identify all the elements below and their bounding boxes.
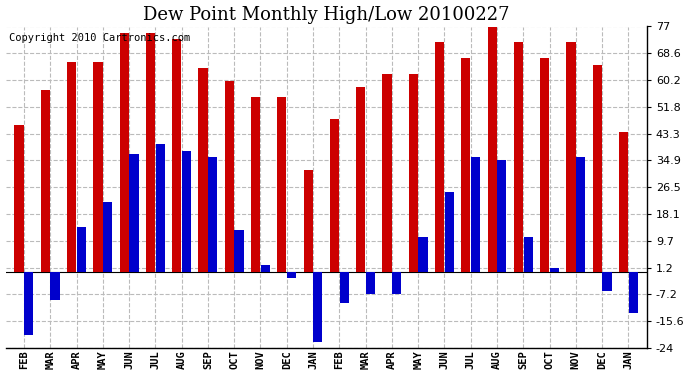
Title: Dew Point Monthly High/Low 20100227: Dew Point Monthly High/Low 20100227 — [143, 6, 509, 24]
Bar — [366, 272, 375, 294]
Bar — [41, 90, 50, 272]
Bar — [208, 157, 217, 272]
Bar — [119, 33, 129, 272]
Bar — [103, 201, 112, 272]
Bar — [277, 96, 286, 272]
Bar — [408, 74, 418, 272]
Bar — [566, 42, 575, 272]
Bar — [172, 39, 181, 272]
Bar — [50, 272, 60, 300]
Bar — [199, 68, 208, 272]
Bar — [488, 27, 497, 272]
Bar — [418, 237, 428, 272]
Bar — [67, 62, 77, 272]
Bar — [156, 144, 165, 272]
Bar — [540, 58, 549, 272]
Bar — [576, 157, 585, 272]
Bar — [235, 230, 244, 272]
Bar — [287, 272, 296, 278]
Bar — [24, 272, 33, 335]
Bar — [356, 87, 365, 272]
Bar — [382, 74, 392, 272]
Bar — [77, 227, 86, 272]
Bar — [146, 33, 155, 272]
Bar — [392, 272, 402, 294]
Text: Copyright 2010 Cartronics.com: Copyright 2010 Cartronics.com — [9, 33, 190, 43]
Bar — [129, 154, 139, 272]
Bar — [444, 192, 454, 272]
Bar — [93, 62, 103, 272]
Bar — [182, 151, 191, 272]
Bar — [304, 170, 313, 272]
Bar — [330, 119, 339, 272]
Bar — [435, 42, 444, 272]
Bar — [339, 272, 348, 303]
Bar — [550, 268, 559, 272]
Bar — [261, 265, 270, 272]
Bar — [461, 58, 471, 272]
Bar — [14, 125, 23, 272]
Bar — [225, 81, 234, 272]
Bar — [497, 160, 506, 272]
Bar — [251, 96, 260, 272]
Bar — [514, 42, 523, 272]
Bar — [629, 272, 638, 313]
Bar — [471, 157, 480, 272]
Bar — [602, 272, 611, 291]
Bar — [524, 237, 533, 272]
Bar — [313, 272, 322, 342]
Bar — [593, 65, 602, 272]
Bar — [619, 132, 628, 272]
